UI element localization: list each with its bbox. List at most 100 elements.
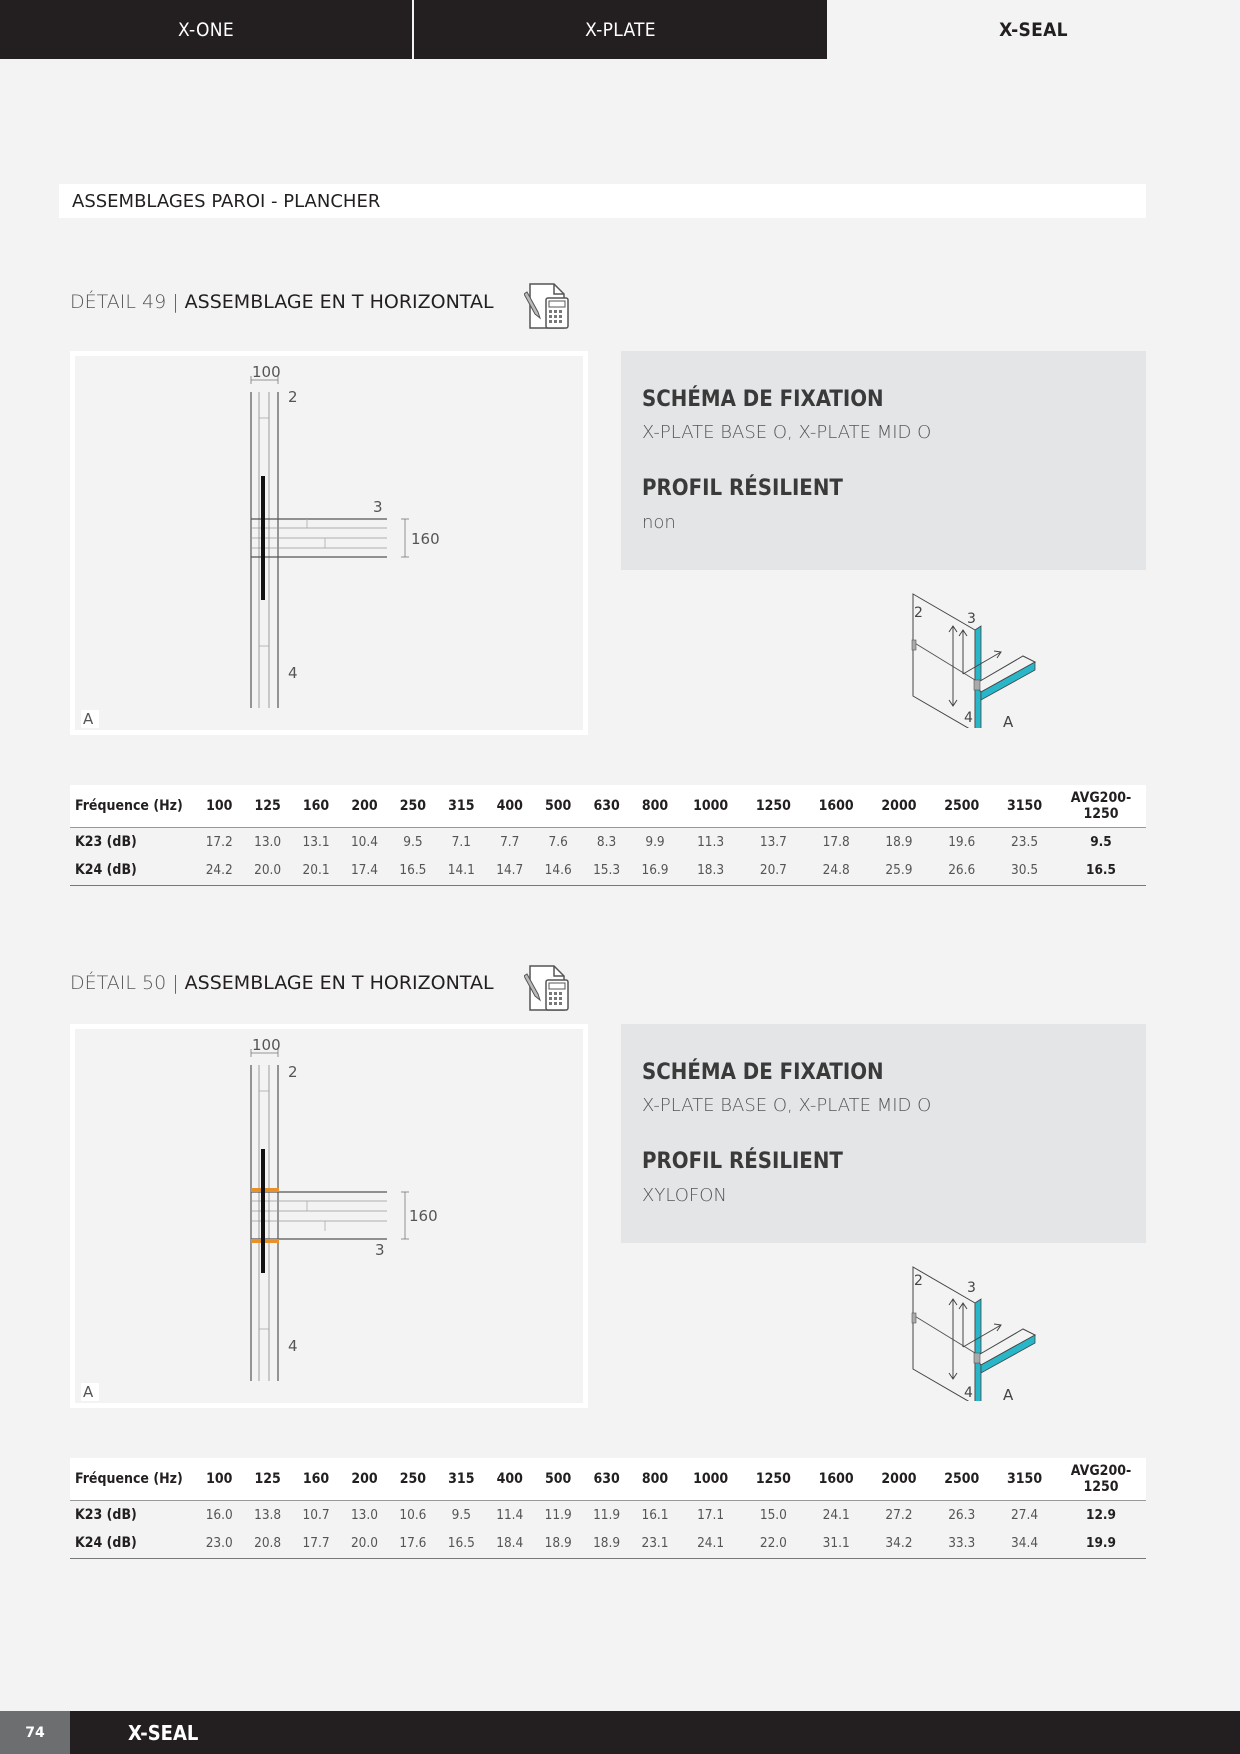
cell: 18.9: [885, 833, 913, 850]
cell: 20.8: [243, 1529, 292, 1559]
corner-label-a: A: [81, 1383, 99, 1401]
cell: 18.4: [485, 1529, 534, 1559]
detail-50-name: ASSEMBLAGE EN T HORIZONTAL: [184, 972, 494, 994]
table-header-row: Fréquence (Hz) 100 125 160 200 250 315 4…: [70, 785, 1146, 828]
table-header-row: Fréquence (Hz) 100 125 160 200 250 315 4…: [70, 1458, 1146, 1501]
table-row: K23 (dB) 17.2 13.0 13.1 10.4 9.5 7.1 7.7…: [70, 827, 1146, 856]
cell: 11.9: [593, 1506, 621, 1523]
table-row: K24 (dB) 23.0 20.8 17.7 20.0 17.6 16.5 1…: [70, 1529, 1146, 1559]
row-label: K23 (dB): [75, 833, 137, 850]
footer-product-name: X-SEAL: [128, 1720, 199, 1745]
cell: 25.9: [867, 856, 931, 886]
cell: 13.8: [254, 1506, 282, 1523]
label-3: 3: [373, 498, 383, 516]
dim-top-label: 100: [252, 363, 281, 381]
cell: 9.5: [403, 833, 423, 850]
label-4: 4: [288, 1337, 298, 1355]
cell: 27.4: [1011, 1506, 1039, 1523]
cell: 14.6: [533, 856, 583, 886]
avg-cell: 19.9: [1056, 1529, 1146, 1559]
freq-col: 3150: [993, 785, 1056, 828]
iso-label-4: 4: [964, 710, 973, 726]
table-row: K23 (dB) 16.0 13.8 10.7 13.0 10.6 9.5 11…: [70, 1500, 1146, 1529]
section-title: ASSEMBLAGES PAROI - PLANCHER: [59, 184, 1146, 218]
freq-col: 630: [582, 1458, 631, 1501]
freq-col: 160: [291, 1458, 341, 1501]
freq-col: 100: [195, 1458, 244, 1501]
corner-label-a: A: [81, 710, 99, 728]
fixation-heading: SCHÉMA DE FIXATION: [642, 1060, 884, 1085]
cell: 27.2: [885, 1506, 913, 1523]
page-number: 74: [0, 1711, 70, 1754]
avg-header: AVG200-1250: [1056, 1458, 1146, 1501]
detail-50-title: DÉTAIL 50 | ASSEMBLAGE EN T HORIZONTAL: [70, 972, 494, 994]
freq-col: 200: [340, 785, 389, 828]
cell: 17.2: [205, 833, 233, 850]
cell: 16.5: [388, 856, 438, 886]
detail-50-info: SCHÉMA DE FIXATION X-PLATE BASE O, X-PLA…: [621, 1024, 1146, 1243]
freq-col: 250: [388, 1458, 438, 1501]
dim-side-label: 160: [411, 530, 440, 548]
detail-50-number: DÉTAIL 50 |: [70, 972, 179, 994]
freq-col: 1600: [804, 785, 868, 828]
iso-label-2: 2: [914, 605, 923, 621]
detail-49-info: SCHÉMA DE FIXATION X-PLATE BASE O, X-PLA…: [621, 351, 1146, 570]
cell: 16.1: [641, 1506, 669, 1523]
cell: 26.3: [948, 1506, 976, 1523]
freq-col: 1000: [679, 1458, 742, 1501]
dim-side-label: 160: [409, 1207, 438, 1225]
calculator-document-icon[interactable]: [523, 964, 572, 1014]
tab-x-one[interactable]: X-ONE: [0, 0, 412, 59]
freq-col: 800: [630, 1458, 680, 1501]
cell: 22.0: [742, 1529, 805, 1559]
cell: 15.0: [759, 1506, 787, 1523]
profil-value: XYLOFON: [642, 1185, 727, 1206]
freq-col: 3150: [993, 1458, 1056, 1501]
profil-heading: PROFIL RÉSILIENT: [642, 1149, 843, 1174]
tab-x-seal[interactable]: X-SEAL: [827, 0, 1240, 59]
cell: 13.0: [254, 833, 282, 850]
product-tabs: X-ONE X-PLATE X-SEAL: [0, 0, 1240, 59]
cell: 24.1: [679, 1529, 742, 1559]
page-footer: 74 X-SEAL: [0, 1711, 1240, 1754]
detail-50-frequency-table: Fréquence (Hz) 100 125 160 200 250 315 4…: [70, 1458, 1146, 1559]
cell: 24.1: [822, 1506, 850, 1523]
label-4: 4: [288, 664, 298, 682]
cell: 11.3: [697, 833, 725, 850]
freq-col: 1250: [742, 1458, 805, 1501]
cell: 7.7: [500, 833, 520, 850]
iso-label-3: 3: [967, 611, 976, 627]
freq-col: 400: [485, 1458, 534, 1501]
cell: 7.1: [451, 833, 471, 850]
cell: 14.1: [437, 856, 486, 886]
table-row: K24 (dB) 24.2 20.0 20.1 17.4 16.5 14.1 1…: [70, 856, 1146, 886]
freq-col: 125: [243, 785, 292, 828]
cell: 17.8: [822, 833, 850, 850]
cell: 10.6: [399, 1506, 427, 1523]
tab-x-plate[interactable]: X-PLATE: [414, 0, 827, 59]
cell: 18.3: [679, 856, 742, 886]
avg-header: AVG200-1250: [1056, 785, 1146, 828]
dim-top-label: 100: [252, 1036, 281, 1054]
freq-col: 630: [582, 785, 631, 828]
detail-49-iso-view: 2 3 4 A: [905, 588, 1045, 733]
freq-col: 2500: [930, 785, 994, 828]
detail-49-name: ASSEMBLAGE EN T HORIZONTAL: [184, 291, 494, 313]
cell: 10.7: [302, 1506, 330, 1523]
calculator-document-icon[interactable]: [523, 282, 572, 332]
cell: 13.0: [350, 1506, 378, 1523]
avg-cell: 12.9: [1086, 1506, 1116, 1523]
label-3: 3: [375, 1241, 385, 1259]
detail-49-number: DÉTAIL 49 |: [70, 291, 179, 313]
freq-col: 800: [630, 785, 680, 828]
freq-col: 400: [485, 785, 534, 828]
freq-col: 315: [437, 785, 486, 828]
cell: 20.1: [291, 856, 341, 886]
cell: 33.3: [930, 1529, 994, 1559]
freq-col: 125: [243, 1458, 292, 1501]
freq-col: 200: [340, 1458, 389, 1501]
fixation-heading: SCHÉMA DE FIXATION: [642, 387, 884, 412]
detail-49-frequency-table: Fréquence (Hz) 100 125 160 200 250 315 4…: [70, 785, 1146, 886]
cell: 9.5: [451, 1506, 471, 1523]
freq-col: 100: [195, 785, 244, 828]
